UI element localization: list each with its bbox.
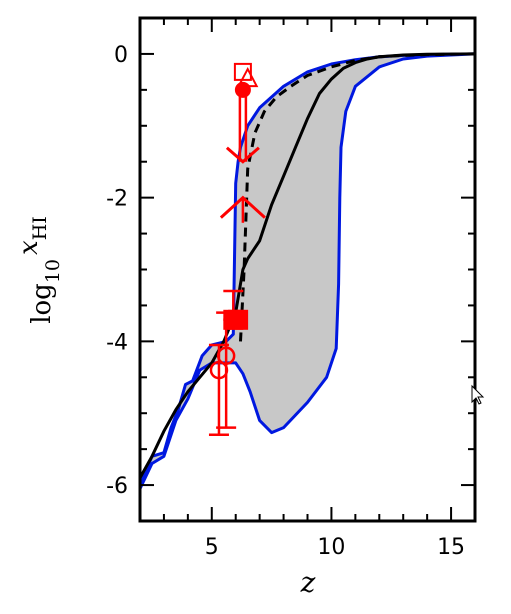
y-axis-label-var: x bbox=[14, 240, 44, 255]
x-tick-label: 15 bbox=[437, 535, 465, 560]
x-axis-label: z bbox=[300, 566, 316, 599]
x-tick-label: 5 bbox=[205, 535, 219, 560]
x-tick-label: 10 bbox=[317, 535, 345, 560]
obs-point-5 bbox=[237, 66, 259, 88]
y-tick-label: -4 bbox=[106, 330, 128, 355]
mouse-cursor-icon bbox=[471, 384, 485, 405]
y-axis-label: log10 xHI bbox=[14, 216, 64, 324]
obs-point-6 bbox=[233, 62, 252, 81]
clipped-series bbox=[140, 52, 475, 491]
y-axis-label-var-sub: HI bbox=[29, 216, 51, 240]
y-axis-label-log: log bbox=[27, 283, 57, 324]
obs-point-3 bbox=[228, 309, 249, 330]
obs-point-4 bbox=[234, 81, 251, 98]
series-dashed-line bbox=[239, 52, 475, 342]
plot-area: 5 10 15 0 -2 -4 -6 bbox=[106, 16, 477, 560]
upper-limit-arrowhead-0 bbox=[225, 146, 260, 164]
y-tick-label: -2 bbox=[106, 187, 128, 212]
y-axis-label-base: 10 bbox=[42, 259, 64, 283]
y-tick-label: -6 bbox=[106, 474, 128, 499]
y-tick-label: 0 bbox=[114, 43, 128, 68]
lower-limit-arrowhead-0 bbox=[219, 195, 266, 219]
obs-point-1 bbox=[216, 346, 236, 365]
